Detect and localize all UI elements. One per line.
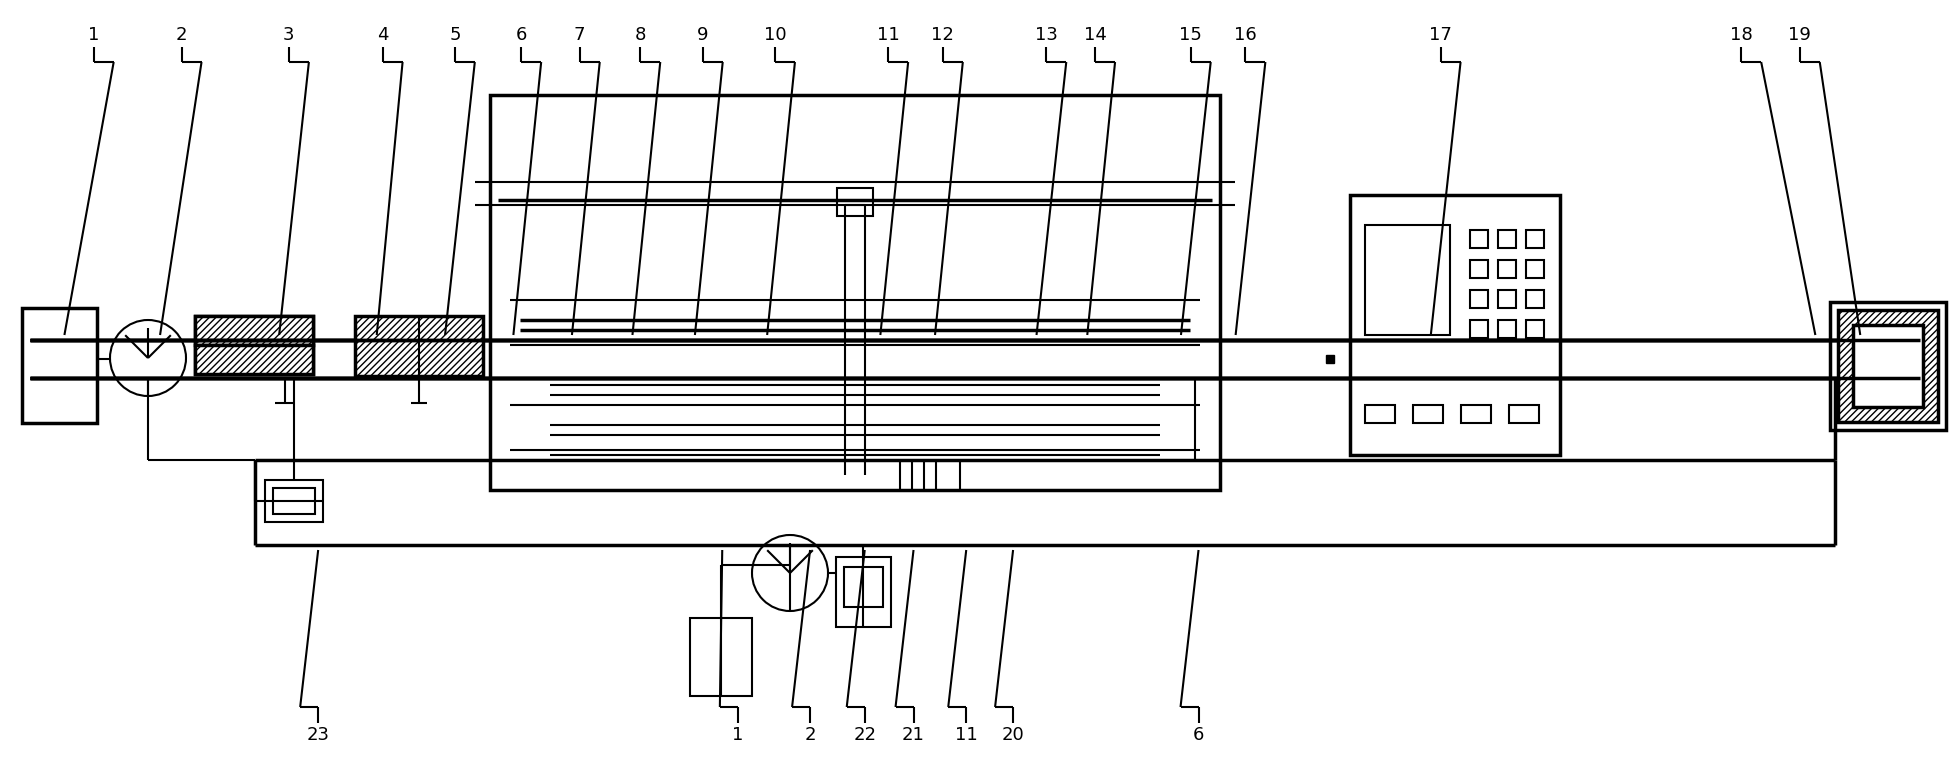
Text: 9: 9 bbox=[697, 26, 709, 44]
Text: 6: 6 bbox=[515, 26, 527, 44]
Text: 7: 7 bbox=[574, 26, 586, 44]
Bar bbox=[1470, 320, 1487, 338]
Bar bbox=[1509, 405, 1538, 423]
Bar bbox=[1470, 290, 1487, 308]
Bar bbox=[1470, 260, 1487, 278]
Bar bbox=[1364, 225, 1450, 335]
Text: 6: 6 bbox=[1193, 726, 1204, 744]
Text: 22: 22 bbox=[853, 726, 876, 744]
Bar bbox=[195, 316, 312, 345]
Bar bbox=[1831, 302, 1946, 430]
Bar bbox=[1526, 260, 1544, 278]
Text: 14: 14 bbox=[1083, 26, 1107, 44]
Text: 2: 2 bbox=[804, 726, 816, 744]
Text: 23: 23 bbox=[306, 726, 330, 744]
Bar bbox=[1526, 320, 1544, 338]
Bar bbox=[1497, 260, 1517, 278]
Bar bbox=[689, 618, 752, 696]
Bar bbox=[195, 316, 312, 374]
Bar bbox=[1852, 325, 1923, 407]
Bar bbox=[21, 308, 98, 423]
Text: 17: 17 bbox=[1429, 26, 1452, 44]
Text: 8: 8 bbox=[634, 26, 646, 44]
Text: 2: 2 bbox=[176, 26, 187, 44]
Bar bbox=[1460, 405, 1491, 423]
Text: 11: 11 bbox=[876, 26, 900, 44]
Bar bbox=[1413, 405, 1443, 423]
Text: 11: 11 bbox=[955, 726, 978, 744]
Text: 1: 1 bbox=[88, 26, 100, 44]
Bar bbox=[1526, 230, 1544, 248]
Bar bbox=[1351, 195, 1560, 455]
Text: 1: 1 bbox=[732, 726, 744, 744]
Bar bbox=[1497, 320, 1517, 338]
Text: 12: 12 bbox=[931, 26, 955, 44]
Bar bbox=[1470, 230, 1487, 248]
Text: 19: 19 bbox=[1788, 26, 1811, 44]
Bar bbox=[835, 557, 890, 627]
Bar bbox=[1364, 405, 1396, 423]
Text: 16: 16 bbox=[1234, 26, 1257, 44]
Text: 18: 18 bbox=[1729, 26, 1753, 44]
Text: 5: 5 bbox=[449, 26, 461, 44]
Bar bbox=[265, 480, 322, 522]
Text: 20: 20 bbox=[1001, 726, 1025, 744]
Text: 3: 3 bbox=[283, 26, 295, 44]
Bar bbox=[355, 316, 482, 376]
Text: 13: 13 bbox=[1035, 26, 1058, 44]
Bar bbox=[273, 488, 314, 514]
Bar bbox=[1497, 230, 1517, 248]
Bar bbox=[1526, 290, 1544, 308]
Text: 21: 21 bbox=[902, 726, 925, 744]
Bar bbox=[490, 95, 1220, 490]
Bar bbox=[843, 567, 882, 607]
Text: 15: 15 bbox=[1179, 26, 1202, 44]
Bar bbox=[1497, 290, 1517, 308]
Text: 4: 4 bbox=[377, 26, 388, 44]
Bar bbox=[1839, 310, 1938, 422]
Bar bbox=[195, 345, 312, 374]
Bar bbox=[837, 188, 873, 216]
Text: 10: 10 bbox=[763, 26, 787, 44]
